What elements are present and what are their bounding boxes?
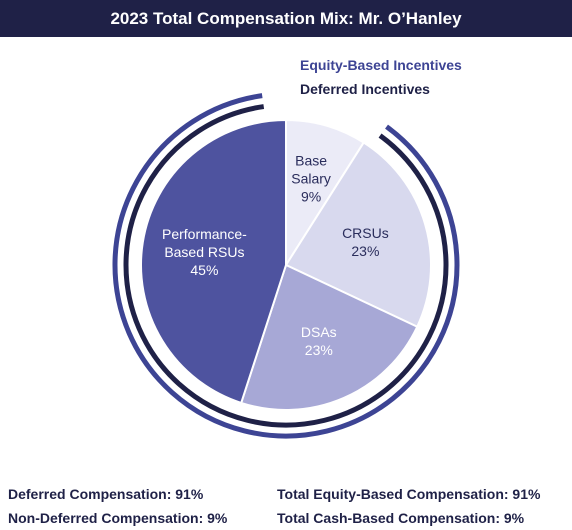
equity-ring-label: Equity-Based Incentives — [300, 57, 462, 73]
total-cash-compensation-stat: Total Cash-Based Compensation: 9% — [277, 510, 525, 526]
pie-slice-0 — [285, 118, 366, 269]
pie-slice-1 — [284, 141, 432, 329]
compensation-pie-chart: Base Salary 9% CRSUs 23% DSAs 23% Performance-B… — [112, 57, 462, 439]
pie-slice-label-3: Performance-Based RSUs 45% — [162, 226, 247, 278]
equity-ring-arc — [112, 93, 460, 439]
pie-slice-3 — [140, 118, 287, 405]
pie-slice-label-1: CRSUs 23% — [342, 225, 389, 259]
pie-slice-label-0: Base Salary 9% — [291, 153, 331, 205]
pie-slice-2 — [239, 263, 419, 411]
pie-slice-label-2: DSAs 23% — [301, 324, 337, 358]
deferred-ring-arc — [123, 104, 449, 428]
total-equity-compensation-stat: Total Equity-Based Compensation: 91% — [277, 486, 541, 502]
deferred-ring-label: Deferred Incentives — [300, 81, 430, 97]
chart-title: 2023 Total Compensation Mix: Mr. O’Hanle… — [0, 0, 572, 37]
deferred-compensation-stat: Deferred Compensation: 91% — [8, 486, 204, 502]
non-deferred-compensation-stat: Non-Deferred Compensation: 9% — [8, 510, 228, 526]
